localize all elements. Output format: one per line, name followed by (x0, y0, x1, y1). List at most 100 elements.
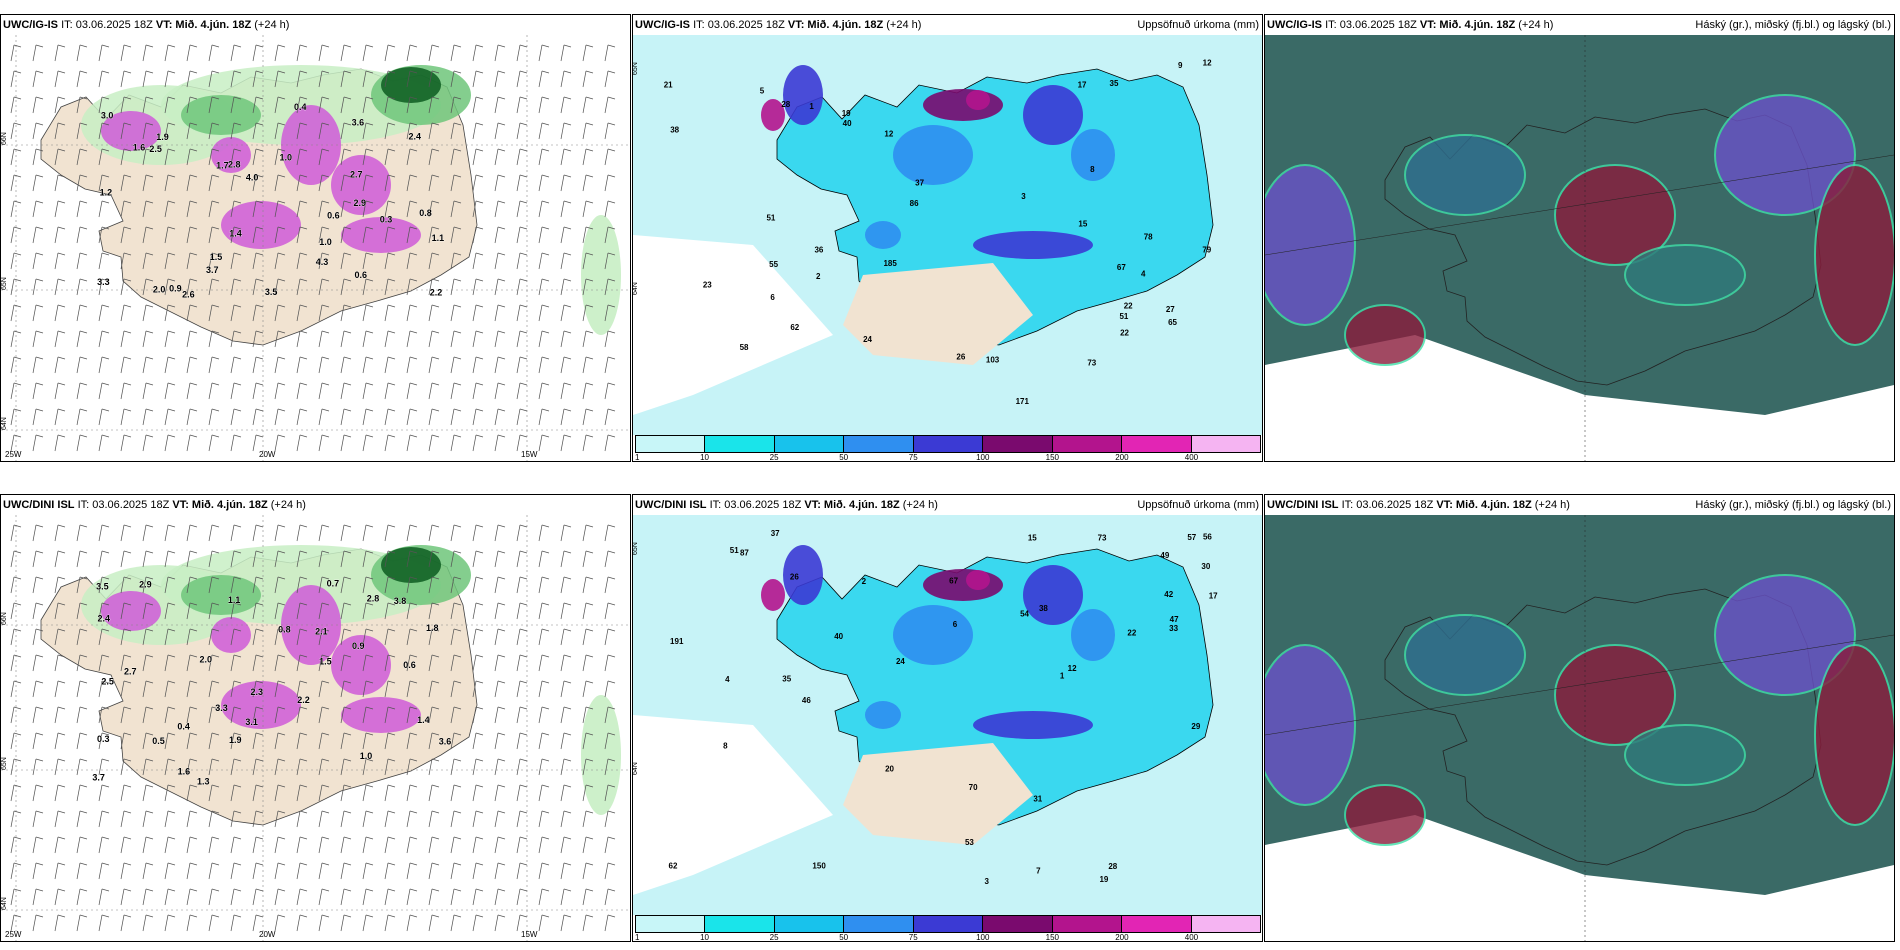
wind-barb (582, 44, 594, 62)
wind-barb (362, 550, 374, 568)
wind-barb (340, 524, 352, 542)
colorbar-tick-label: 1 (635, 933, 640, 942)
wind-barb (296, 914, 308, 932)
wind-barb-flag (233, 914, 242, 918)
wind-barb-flag (409, 706, 418, 710)
wind-barb (252, 706, 264, 724)
wind-barb-staff (450, 304, 455, 322)
wind-barb-flag (585, 862, 594, 866)
wind-barb-flag (101, 680, 110, 684)
wind-barb-staff (582, 96, 587, 114)
wind-barb (516, 550, 528, 568)
wind-barb (98, 434, 110, 452)
wind-barb-staff (604, 680, 609, 698)
wind-barb-staff (538, 654, 543, 672)
wind-barb-flag (211, 628, 220, 632)
wind-barb-flag (123, 70, 132, 74)
wind-barb (98, 356, 110, 374)
wind-barb-flag (387, 122, 396, 126)
wind-barb (252, 122, 264, 140)
wind-barb-flag (563, 226, 572, 230)
wind-barb (142, 382, 154, 400)
wind-barb-staff (186, 758, 191, 776)
wind-barb-flag (431, 810, 440, 814)
wind-barb-flag (453, 732, 462, 736)
wind-barb-staff (98, 628, 103, 646)
wind-barb-staff (494, 654, 499, 672)
wind-barb-flag (145, 382, 154, 386)
wind-barb (560, 252, 572, 270)
wind-barb-flag (453, 862, 462, 866)
wind-barb-flag (123, 888, 132, 892)
accum-value-label: 6 (953, 620, 958, 629)
wind-barb-staff (582, 758, 587, 776)
wind-barb (186, 44, 198, 62)
wind-barb (142, 96, 154, 114)
wind-barb-flag (387, 226, 396, 230)
map-canvas: 0.92.52.30.33.12.83.61.82.01.40.61.90.52… (1, 515, 630, 941)
wind-barb (472, 252, 484, 270)
wind-barb-staff (450, 654, 455, 672)
wind-barb (516, 44, 528, 62)
wind-barb (538, 200, 550, 218)
wind-barb (252, 810, 264, 828)
wind-barb-flag (585, 408, 594, 412)
colorbar-tick-label: 50 (839, 453, 849, 462)
wind-barb (560, 174, 572, 192)
colorbar-swatch (913, 916, 984, 932)
wind-barb (450, 680, 462, 698)
wind-barb (164, 524, 176, 542)
wind-barb-staff (604, 602, 609, 620)
wind-barb-flag (211, 44, 220, 48)
wind-barb-staff (604, 304, 609, 322)
wind-barb-flag (563, 382, 572, 386)
wind-barb-staff (10, 174, 15, 192)
wind-barb-flag (519, 602, 528, 606)
wind-barb (516, 524, 528, 542)
wind-barb-flag (321, 524, 330, 528)
dry-area (633, 715, 833, 895)
wind-barb-flag (321, 654, 330, 658)
wind-barb-staff (208, 122, 213, 140)
wind-barb-flag (277, 278, 286, 282)
wind-barb-flag (431, 784, 440, 788)
wind-barb-flag (145, 252, 154, 256)
precip-value-label: 0.9 (352, 641, 365, 651)
wind-barb-flag (167, 680, 176, 684)
wind-barb-flag (255, 304, 264, 308)
accum-value-label: 1 (1060, 671, 1065, 680)
precip-value-label: 1.2 (100, 188, 113, 198)
wind-barb-staff (54, 706, 59, 724)
wind-barb-flag (123, 914, 132, 918)
wind-barb (560, 382, 572, 400)
wind-barb (560, 148, 572, 166)
wind-barb-staff (494, 732, 499, 750)
wind-barb-flag (299, 862, 308, 866)
wind-barb-flag (277, 888, 286, 892)
wind-barb-staff (120, 914, 125, 932)
wind-barb (142, 810, 154, 828)
wind-barb-flag (475, 200, 484, 204)
wind-barb-staff (494, 914, 499, 932)
wind-barb-staff (450, 148, 455, 166)
wind-barb-staff (230, 70, 235, 88)
precip-value-label: 2.4 (409, 132, 422, 142)
wind-barb-staff (120, 758, 125, 776)
wind-barb-staff (296, 628, 301, 646)
wind-barb-staff (98, 576, 103, 594)
wind-barb (340, 70, 352, 88)
colorbar-swatch (705, 436, 775, 452)
wind-barb-flag (431, 278, 440, 282)
wind-barb (186, 200, 198, 218)
wind-barb-flag (145, 628, 154, 632)
precip-area (1023, 85, 1083, 145)
wind-barb-staff (450, 576, 455, 594)
wind-barb (274, 122, 286, 140)
wind-barb-staff (296, 758, 301, 776)
wind-barb (384, 122, 396, 140)
wind-barb-staff (164, 382, 169, 400)
wind-barb (604, 836, 616, 854)
wind-barb-flag (57, 304, 66, 308)
wind-barb-staff (428, 888, 433, 906)
wind-barb (560, 758, 572, 776)
